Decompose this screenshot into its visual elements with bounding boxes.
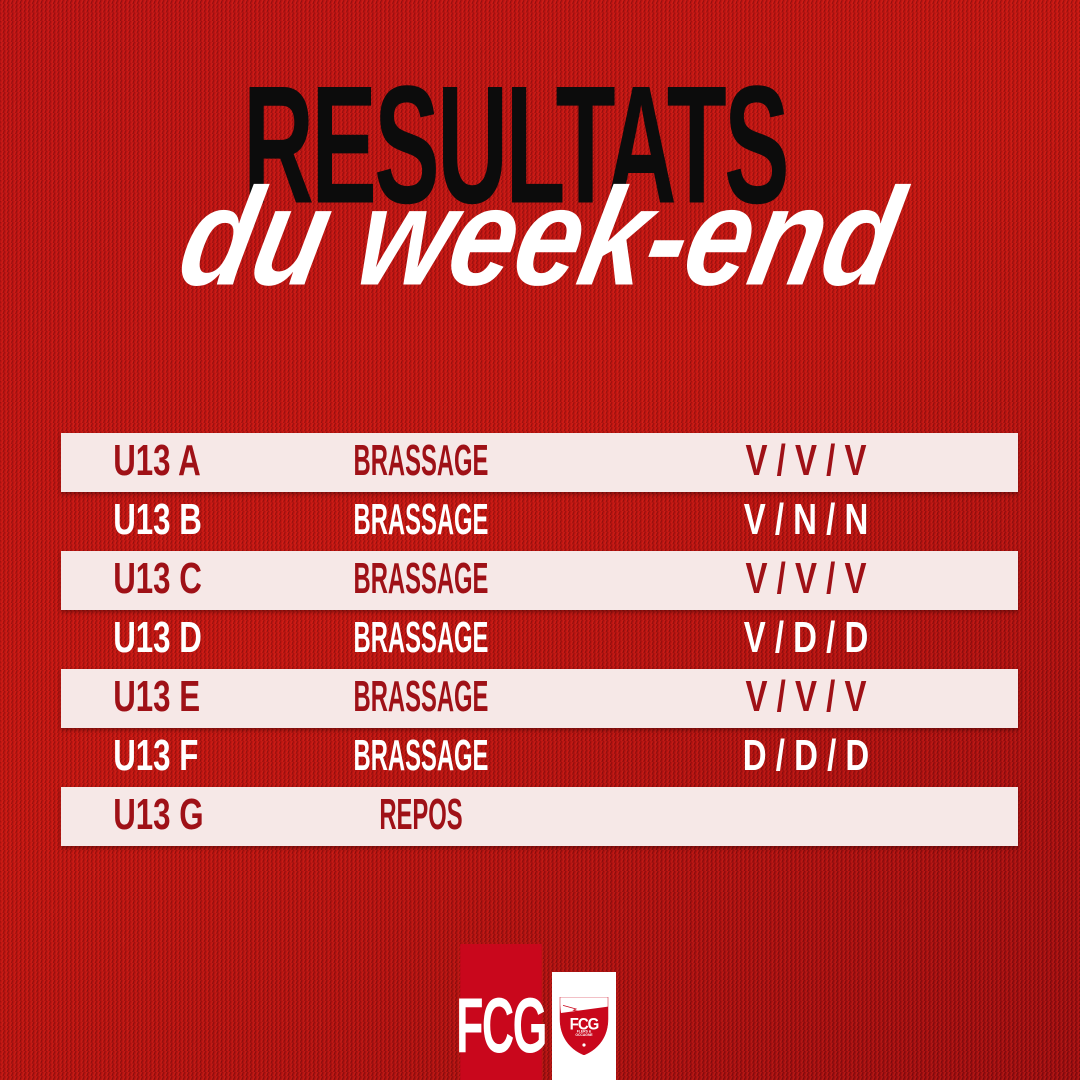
svg-text:OCCAGNE: OCCAGNE: [575, 1033, 593, 1037]
